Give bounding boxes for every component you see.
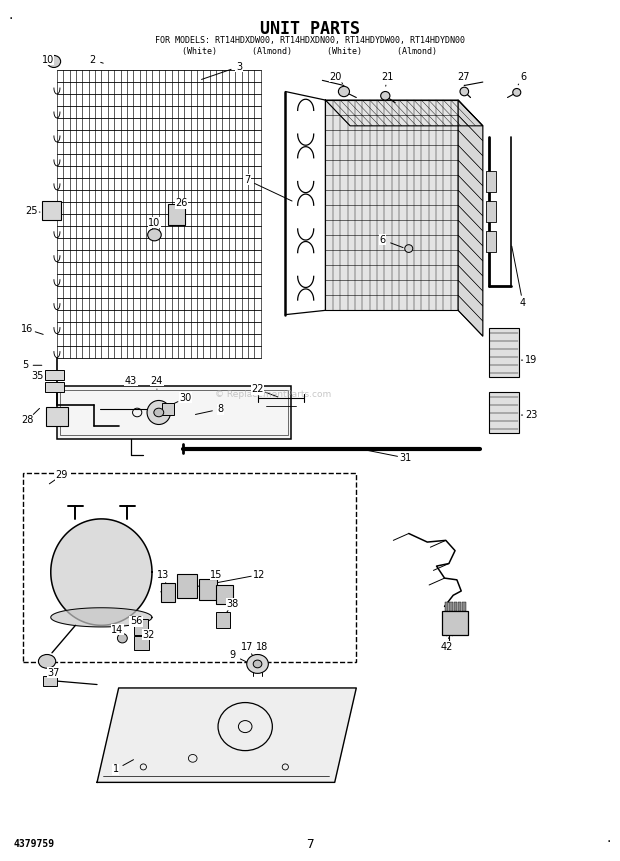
Ellipse shape (47, 55, 61, 67)
Text: 32: 32 (142, 629, 154, 640)
Bar (442, 610, 468, 635)
Bar (216, 585, 234, 604)
Text: 13: 13 (157, 570, 169, 579)
Text: 42: 42 (441, 641, 453, 652)
Text: 43: 43 (125, 375, 137, 386)
Bar (326, 100, 458, 310)
Bar (489, 392, 518, 433)
Ellipse shape (38, 654, 56, 668)
Ellipse shape (405, 245, 413, 252)
Ellipse shape (513, 89, 521, 96)
Text: 10: 10 (148, 218, 161, 228)
Text: ·: · (607, 835, 611, 849)
Text: 3: 3 (236, 62, 242, 71)
Bar (46, 407, 68, 426)
Text: 28: 28 (21, 415, 33, 425)
Bar (450, 602, 453, 610)
Text: 6: 6 (520, 72, 526, 82)
Bar (43, 676, 57, 686)
Ellipse shape (117, 634, 127, 643)
Bar (216, 612, 230, 628)
Text: 12: 12 (253, 570, 265, 579)
Text: 23: 23 (525, 410, 537, 420)
Polygon shape (51, 519, 152, 625)
Ellipse shape (154, 408, 164, 417)
Bar (168, 204, 185, 225)
Bar (486, 171, 496, 192)
Bar (162, 403, 174, 415)
Bar (445, 602, 448, 610)
Polygon shape (97, 688, 356, 783)
Bar (45, 369, 64, 380)
Polygon shape (458, 100, 483, 336)
Ellipse shape (381, 91, 390, 100)
Text: 21: 21 (381, 72, 393, 82)
Bar (134, 636, 149, 650)
Text: 7: 7 (306, 838, 314, 851)
Text: 4379759: 4379759 (14, 839, 55, 849)
Ellipse shape (147, 400, 171, 424)
Text: 30: 30 (179, 393, 192, 403)
Text: 31: 31 (399, 453, 412, 463)
Bar (458, 602, 461, 610)
Bar (161, 583, 175, 602)
Text: 37: 37 (48, 667, 60, 678)
Bar (489, 327, 518, 377)
Text: 27: 27 (457, 72, 469, 82)
Bar (134, 619, 148, 635)
Text: 6: 6 (380, 235, 386, 245)
Text: 2: 2 (90, 55, 96, 65)
Text: 10: 10 (42, 55, 54, 65)
Bar (23, 474, 356, 662)
Text: 4: 4 (520, 299, 526, 308)
Text: 29: 29 (56, 470, 68, 480)
Text: 17: 17 (241, 641, 253, 652)
Text: 7: 7 (244, 175, 250, 185)
Bar (454, 602, 457, 610)
Text: FOR MODELS: RT14HDXDW00, RT14HDXDN00, RT14HDYDW00, RT14HDYDN00: FOR MODELS: RT14HDXDW00, RT14HDXDN00, RT… (155, 36, 465, 46)
Text: 24: 24 (151, 375, 163, 386)
Ellipse shape (460, 87, 469, 96)
Text: 15: 15 (210, 570, 223, 579)
Bar (45, 381, 64, 392)
Text: 19: 19 (525, 355, 537, 365)
Bar (463, 602, 466, 610)
Text: 18: 18 (255, 641, 268, 652)
Text: 16: 16 (21, 325, 33, 334)
Ellipse shape (339, 86, 350, 96)
Polygon shape (326, 100, 483, 126)
Text: UNIT PARTS: UNIT PARTS (260, 20, 360, 38)
Bar (199, 579, 218, 600)
Text: 14: 14 (112, 624, 123, 635)
Text: © ReplacementParts.com: © ReplacementParts.com (215, 390, 331, 399)
Text: 38: 38 (227, 599, 239, 609)
Text: 35: 35 (31, 370, 43, 381)
Text: 25: 25 (25, 206, 37, 216)
Text: 8: 8 (218, 404, 224, 414)
Text: 20: 20 (330, 72, 342, 82)
Bar (60, 390, 288, 435)
Ellipse shape (247, 654, 268, 673)
Ellipse shape (253, 660, 262, 668)
Text: 22: 22 (251, 384, 264, 394)
Text: 1: 1 (112, 765, 118, 775)
Bar (486, 201, 496, 222)
Text: ·: · (9, 12, 13, 26)
Text: 56: 56 (130, 616, 142, 626)
Text: (White)       (Almond)       (White)       (Almond): (White) (Almond) (White) (Almond) (182, 46, 438, 56)
Bar (177, 573, 197, 598)
Polygon shape (51, 608, 152, 627)
Text: 9: 9 (230, 650, 236, 660)
Bar (486, 232, 496, 252)
Bar (57, 386, 291, 439)
Text: 5: 5 (22, 360, 28, 370)
Text: 26: 26 (175, 198, 188, 208)
Ellipse shape (148, 229, 161, 241)
Bar (42, 201, 61, 220)
